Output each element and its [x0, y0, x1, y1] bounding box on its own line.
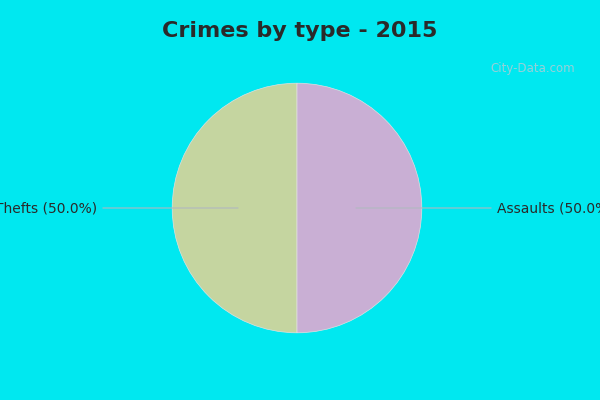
Text: City-Data.com: City-Data.com [490, 62, 575, 75]
Text: Thefts (50.0%): Thefts (50.0%) [0, 201, 238, 215]
Text: Assaults (50.0%): Assaults (50.0%) [356, 201, 600, 215]
Text: Crimes by type - 2015: Crimes by type - 2015 [163, 21, 437, 41]
Wedge shape [297, 83, 422, 333]
Wedge shape [172, 83, 297, 333]
